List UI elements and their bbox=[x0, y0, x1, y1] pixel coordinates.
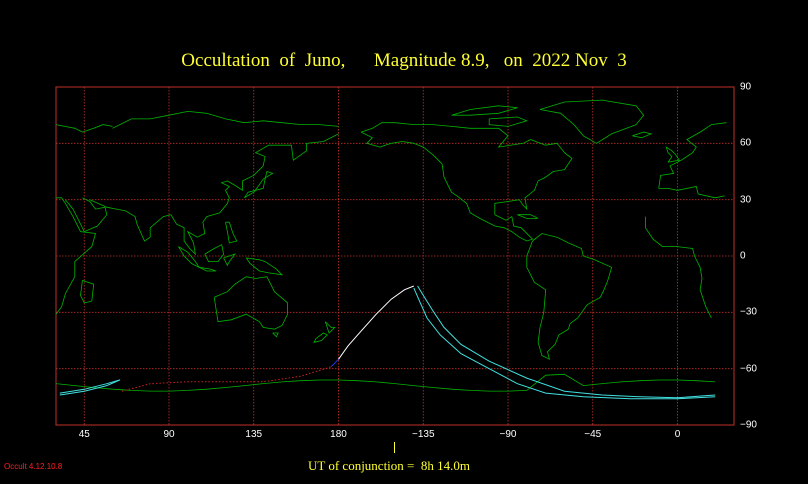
nz-south-coastline bbox=[313, 332, 328, 343]
tasmania-coastline bbox=[272, 332, 279, 338]
longitude-tick-label: −135 bbox=[411, 429, 435, 440]
north-africa-coastline bbox=[658, 186, 725, 199]
latitude-tick-label: −30 bbox=[740, 306, 757, 318]
longitude-tick-label: −45 bbox=[584, 429, 602, 440]
longitude-tick-label: 0 bbox=[674, 429, 681, 440]
madagascar-coastline bbox=[80, 280, 95, 304]
central-path-night bbox=[338, 285, 414, 360]
conjunction-label: UT of conjunction = 8h 14.0m bbox=[308, 458, 470, 473]
central-path-twilight bbox=[330, 358, 339, 368]
longitude-tick-label: 135 bbox=[245, 429, 263, 440]
java-coastline bbox=[198, 266, 217, 272]
latitude-tick-label: 30 bbox=[740, 194, 752, 206]
north-america-coastline bbox=[360, 122, 573, 242]
arctic-islands-coastline bbox=[488, 116, 529, 127]
central-path-daylight bbox=[121, 366, 332, 392]
sulawesi-coastline bbox=[223, 253, 236, 267]
japan-coastline bbox=[243, 170, 274, 199]
path-limit-west-2 bbox=[59, 379, 121, 396]
latitude-tick-label: −60 bbox=[740, 363, 757, 375]
path-limit-south bbox=[413, 287, 716, 400]
sumatra-coastline bbox=[178, 246, 201, 269]
west-africa-coastline bbox=[645, 216, 712, 319]
longitude-tick-label: 180 bbox=[330, 429, 347, 440]
antarctica-coastline bbox=[55, 373, 716, 392]
africa-coastline bbox=[55, 197, 97, 315]
borneo-coastline bbox=[204, 244, 225, 263]
path-limit-west-1 bbox=[59, 379, 121, 394]
latitude-tick-label: 60 bbox=[740, 137, 752, 149]
siberia-arctic-coastline bbox=[112, 110, 339, 129]
nz-north-coastline bbox=[324, 321, 336, 334]
europe-coastline bbox=[658, 122, 727, 189]
russia-north-coastline bbox=[55, 124, 113, 133]
greenland-coastline bbox=[539, 99, 645, 144]
uk-coastline bbox=[665, 146, 681, 163]
new-guinea-coastline bbox=[245, 257, 284, 276]
coordinate-grid bbox=[55, 86, 735, 426]
asia-coastline bbox=[89, 133, 339, 256]
longitude-tick-label: 45 bbox=[78, 429, 90, 440]
path-limit-north bbox=[417, 285, 716, 399]
latitude-tick-label: 90 bbox=[740, 81, 752, 93]
arctic-islands-2-coastline bbox=[451, 105, 518, 116]
philippines-coastline bbox=[225, 221, 238, 244]
version-label: Occult 4.12.10.8 bbox=[4, 462, 63, 471]
cuba-coastline bbox=[517, 214, 539, 219]
latitude-tick-label: −90 bbox=[740, 419, 757, 431]
latitude-tick-label: 0 bbox=[740, 250, 746, 262]
longitude-tick-label: −90 bbox=[499, 429, 517, 440]
longitude-tick-label: 90 bbox=[163, 429, 175, 440]
south-america-coastline bbox=[526, 233, 613, 361]
arabia-coastline bbox=[65, 197, 108, 233]
map-title: Occultation of Juno, Magnitude 8.9, on 2… bbox=[181, 50, 627, 71]
coastlines bbox=[55, 99, 727, 392]
australia-coastline bbox=[213, 276, 289, 330]
iceland-coastline bbox=[632, 131, 653, 139]
conjunction-tick bbox=[394, 442, 395, 453]
occultation-paths bbox=[59, 285, 716, 400]
